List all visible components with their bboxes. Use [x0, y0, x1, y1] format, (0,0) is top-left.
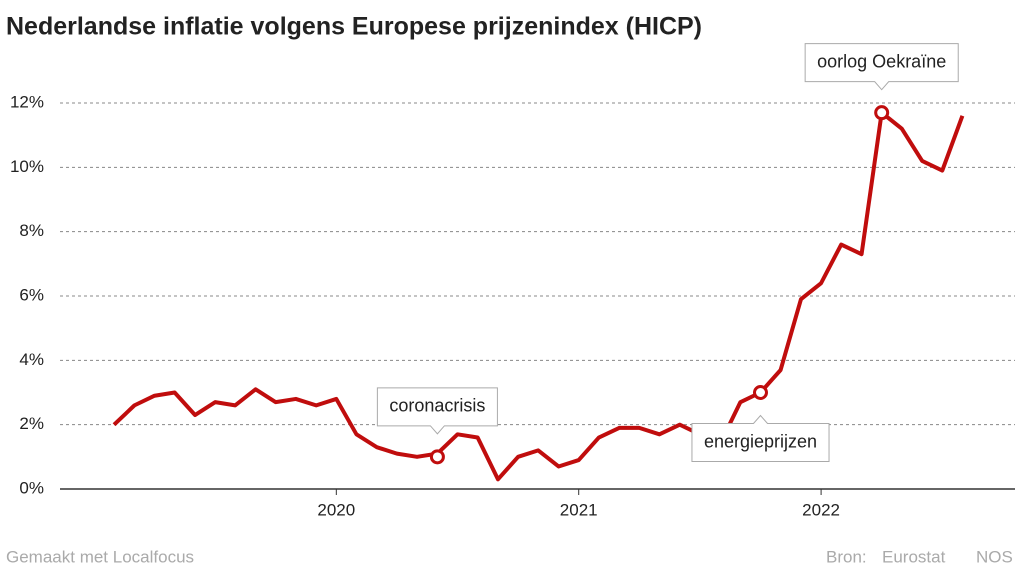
annotation-marker: [429, 449, 445, 465]
y-tick-label: 8%: [19, 221, 44, 240]
annotation-text: coronacrisis: [389, 396, 485, 416]
annotation-box: [804, 43, 959, 91]
annotation-text: energieprijzen: [704, 431, 817, 451]
source: Eurostat: [882, 547, 946, 566]
line-series: [112, 110, 965, 482]
y-tick-label: 12%: [10, 92, 44, 111]
annotation-marker: [874, 105, 890, 121]
source-label: Bron:: [826, 547, 867, 566]
chart-title: Nederlandse inflatie volgens Europese pr…: [6, 13, 702, 41]
footer-credit: Gemaakt met Localfocus: [6, 547, 194, 566]
y-tick-label: 4%: [19, 350, 44, 369]
annotation-box: [376, 387, 498, 435]
annotation-text: oorlog Oekraïne: [817, 51, 946, 71]
x-tick-label: 2021: [560, 500, 598, 519]
annotation-box: [691, 414, 830, 462]
annotation: energieprijzen: [691, 414, 830, 462]
publisher: NOS: [976, 547, 1013, 566]
x-tick-label: 2022: [802, 500, 840, 519]
y-tick-label: 2%: [19, 414, 44, 433]
annotation-marker: [752, 385, 768, 400]
y-tick-label: 0%: [19, 478, 44, 497]
y-tick-label: 6%: [19, 285, 44, 304]
annotation: oorlog Oekraïne: [804, 43, 959, 91]
x-tick-label: 2020: [317, 500, 355, 519]
annotation: coronacrisis: [376, 387, 498, 435]
y-tick-label: 10%: [10, 157, 44, 176]
